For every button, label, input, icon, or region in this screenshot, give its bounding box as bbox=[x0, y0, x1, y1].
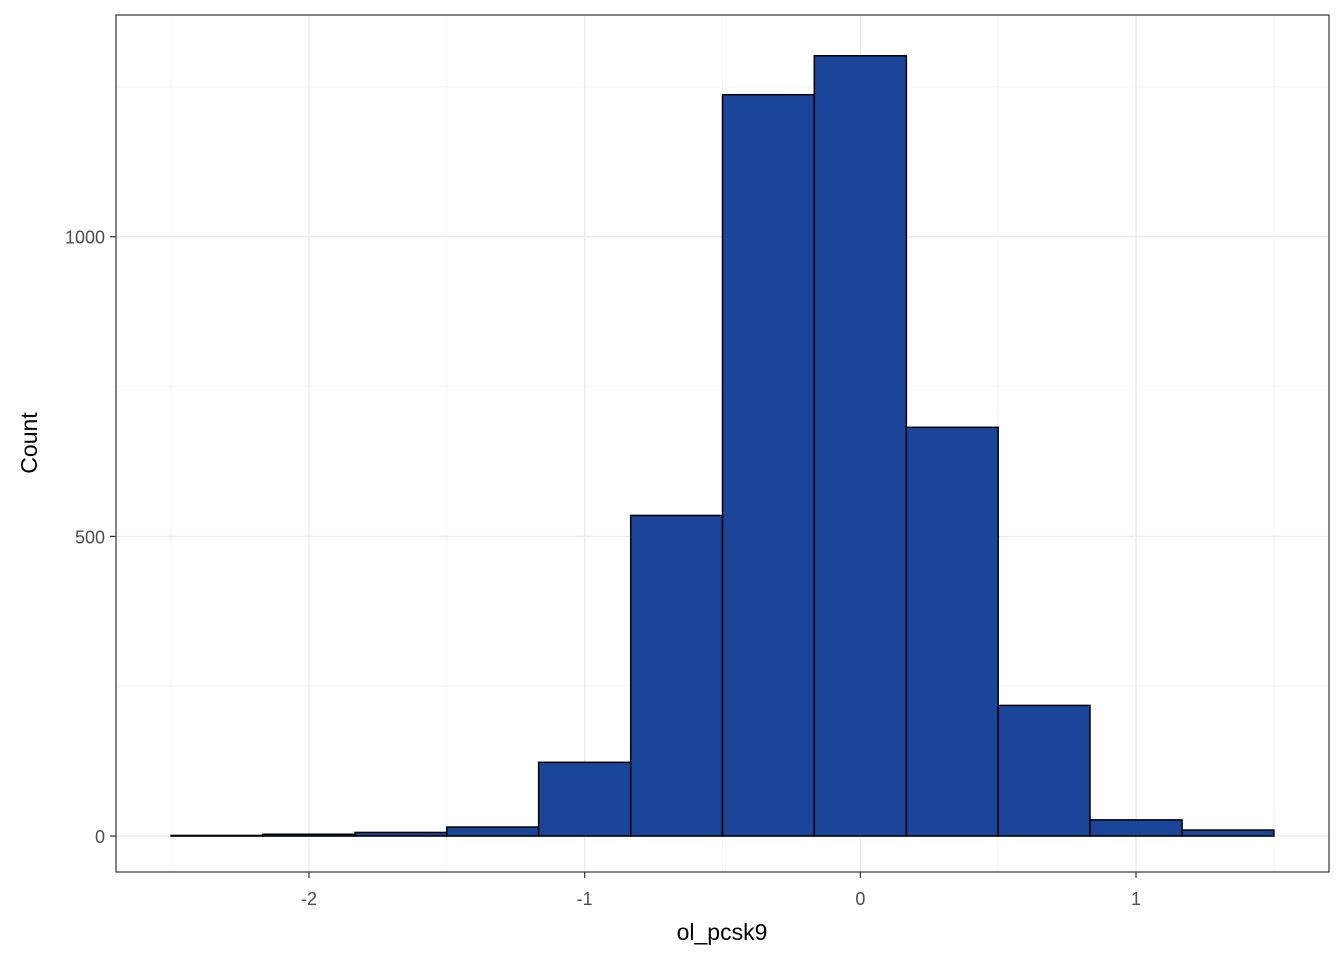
plot-panel-border bbox=[115, 14, 1330, 873]
histogram-bar bbox=[813, 55, 908, 837]
x-axis-ticks: -2 -1 0 1 bbox=[301, 872, 1141, 909]
histogram-bar bbox=[629, 514, 724, 837]
histogram-bar bbox=[170, 834, 264, 837]
histogram-bar bbox=[721, 93, 816, 837]
histogram-bar bbox=[1089, 819, 1183, 837]
histogram-bar bbox=[446, 826, 540, 837]
histogram-bars bbox=[170, 55, 1275, 837]
x-tick-label: -1 bbox=[577, 889, 593, 909]
histogram-bar bbox=[997, 704, 1091, 837]
x-tick-label: 1 bbox=[1131, 889, 1141, 909]
histogram-bar bbox=[262, 833, 356, 837]
y-axis-title: Count bbox=[16, 412, 42, 474]
x-tick-label: 0 bbox=[855, 889, 865, 909]
histogram-bar bbox=[905, 426, 999, 837]
histogram-bar bbox=[537, 761, 632, 837]
y-tick-label: 500 bbox=[75, 527, 105, 547]
y-tick-label: 1000 bbox=[65, 228, 105, 248]
histogram-bar bbox=[1181, 829, 1275, 837]
y-tick-label: 0 bbox=[95, 827, 105, 847]
x-axis-title: ol_pcsk9 bbox=[677, 919, 768, 945]
histogram-bar bbox=[354, 831, 448, 837]
y-axis-ticks: 0 500 1000 bbox=[65, 228, 116, 847]
x-tick-label: -2 bbox=[301, 889, 317, 909]
